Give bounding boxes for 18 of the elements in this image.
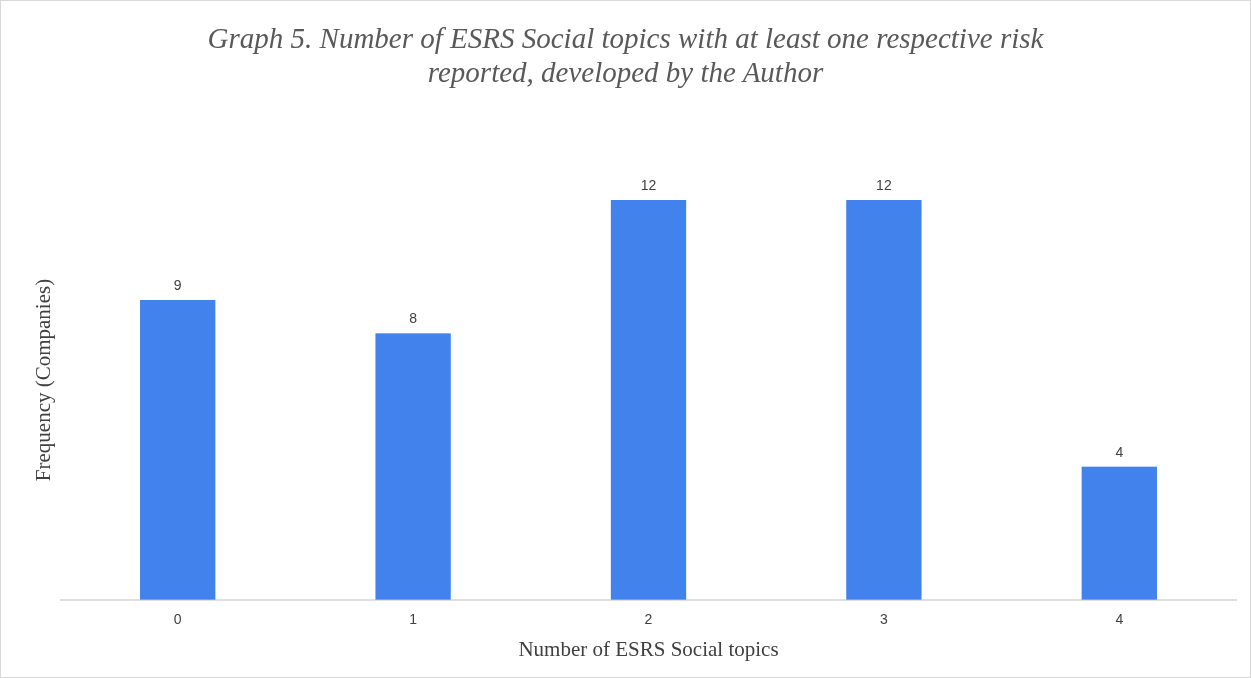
y-axis-title: Frequency (Companies) — [31, 278, 55, 482]
bar — [846, 200, 922, 600]
x-tick-label: 2 — [644, 611, 653, 627]
x-tick-label: 4 — [1115, 611, 1124, 627]
bar — [610, 200, 687, 600]
x-axis-title: Number of ESRS Social topics — [518, 637, 779, 661]
chart-title: Graph 5. Number of ESRS Social topics with at least one respective risk reported, developed by the Author — [207, 22, 1045, 88]
x-tick-label: 0 — [173, 611, 182, 627]
x-tick-label: 1 — [409, 611, 418, 627]
x-tick-label: 3 — [880, 611, 888, 627]
bar — [140, 300, 216, 600]
bar — [375, 333, 451, 600]
data-label: 9 — [173, 277, 182, 293]
data-label: 8 — [409, 310, 418, 327]
data-label: 12 — [876, 177, 892, 193]
data-label: 4 — [1115, 443, 1124, 460]
data-label: 12 — [640, 177, 657, 193]
bar — [1081, 466, 1157, 600]
